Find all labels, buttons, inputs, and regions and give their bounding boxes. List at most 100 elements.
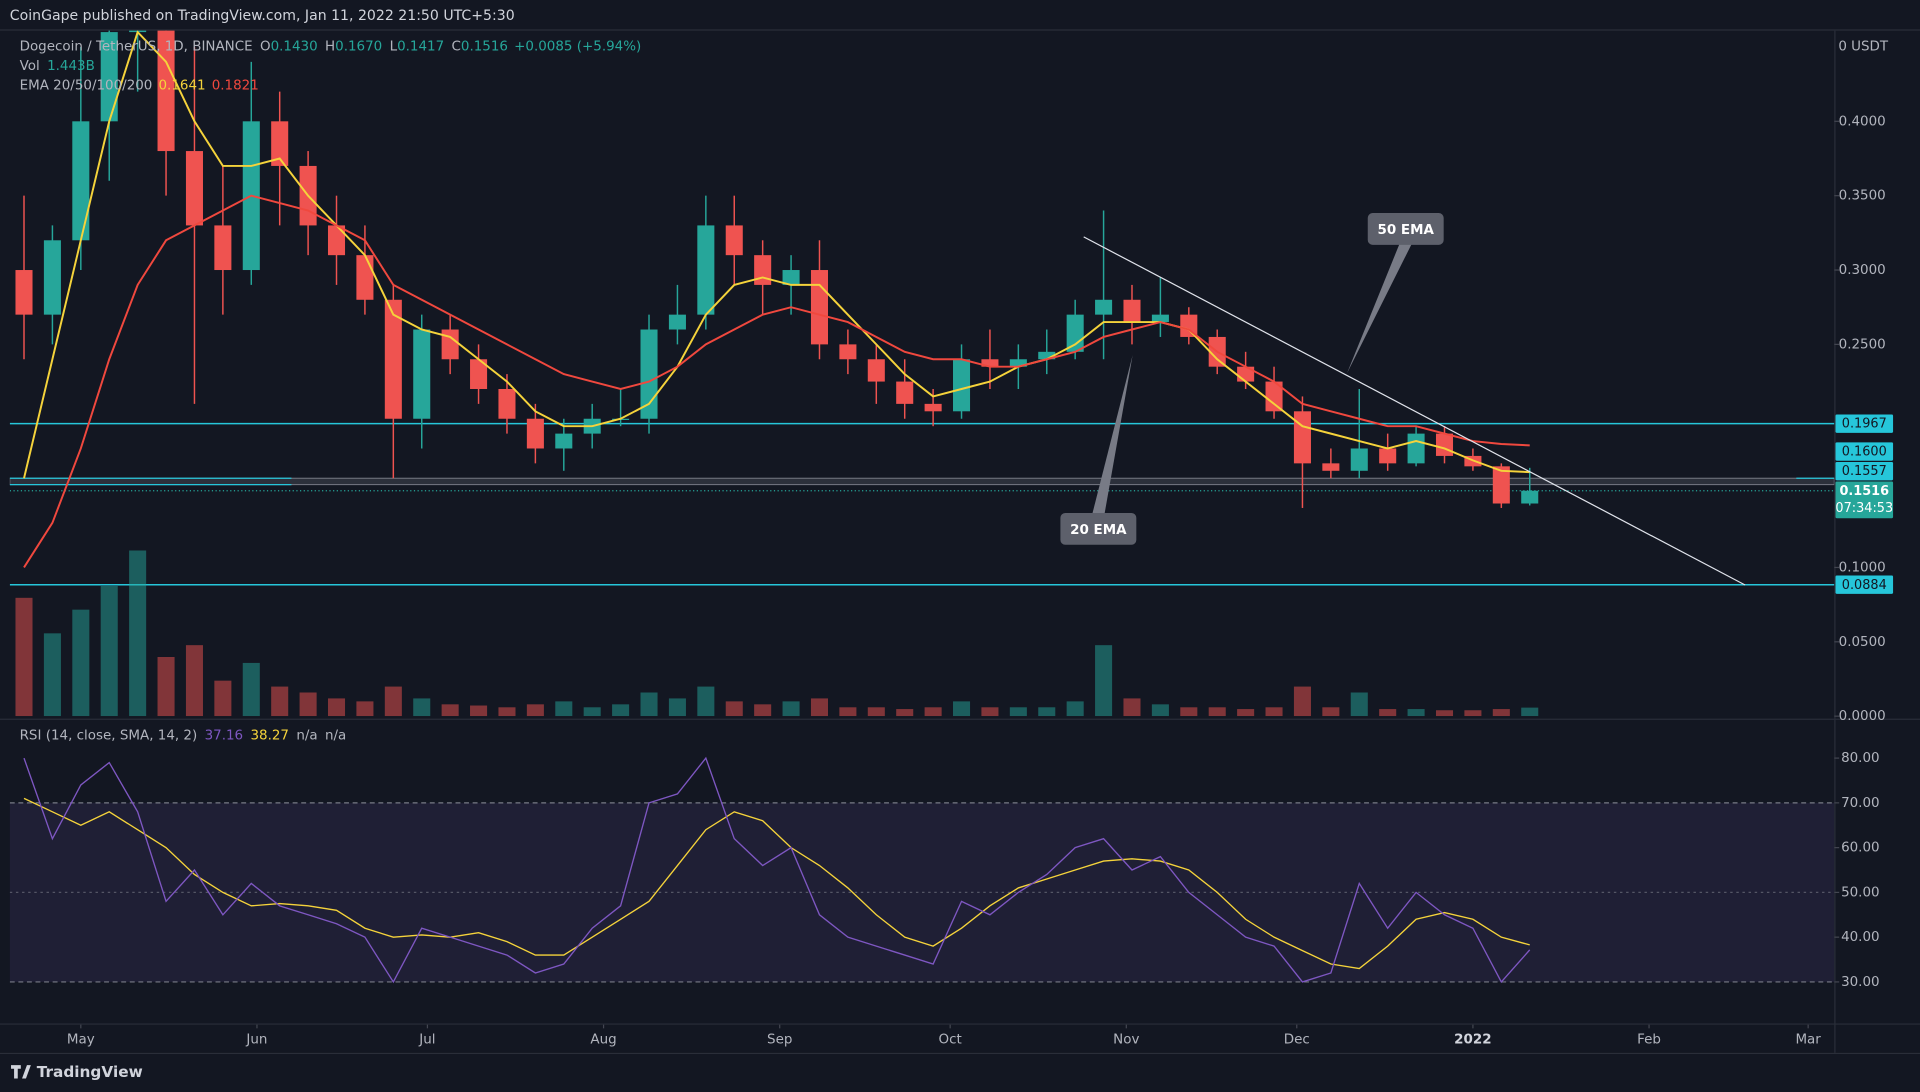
candle-body xyxy=(271,121,289,166)
y-tick-label: 0.1000 xyxy=(1839,560,1886,575)
x-tick-label: Oct xyxy=(939,1032,962,1047)
volume-bar xyxy=(896,709,914,717)
x-tick-label: May xyxy=(67,1032,95,1047)
candle-body xyxy=(43,240,61,315)
volume-bar xyxy=(1123,698,1141,717)
volume-bar xyxy=(1464,710,1482,717)
volume-bar xyxy=(356,701,374,717)
ohlc-value: 0.1430 xyxy=(271,40,318,55)
volume-bar xyxy=(924,707,942,717)
volume-bar xyxy=(1293,686,1311,717)
price-tag xyxy=(1835,481,1894,519)
candle-body xyxy=(526,418,544,449)
volume-bar xyxy=(1379,709,1397,717)
volume-bar xyxy=(668,698,686,717)
candle-body xyxy=(72,121,90,241)
x-tick-label: Mar xyxy=(1795,1032,1821,1047)
ema-value: 0.1821 xyxy=(212,79,259,94)
volume-bar xyxy=(1492,709,1510,717)
footer-logo xyxy=(11,1065,31,1079)
rsi-line xyxy=(23,756,1531,984)
volume-bar xyxy=(1407,709,1425,717)
ema-value: 0.1641 xyxy=(159,79,206,94)
candle-body xyxy=(1521,490,1539,504)
volume-bar xyxy=(384,686,402,717)
volume-bar xyxy=(214,680,232,717)
price-tag xyxy=(1835,575,1894,594)
candle-body xyxy=(413,329,431,419)
volume-bar xyxy=(1095,645,1113,717)
volume-bar xyxy=(1038,707,1056,717)
rsi-title: RSI (14, close, SMA, 14, 2) xyxy=(20,729,198,744)
volume-bar xyxy=(129,550,147,717)
volume-bar xyxy=(470,705,488,717)
volume-bar xyxy=(498,707,516,717)
y-tick-label: 0.3000 xyxy=(1839,263,1886,278)
candle-body xyxy=(1095,299,1113,315)
rsi-value: 38.27 xyxy=(250,729,289,744)
x-tick-label: Feb xyxy=(1637,1032,1661,1047)
y-tick-label: 50.00 xyxy=(1841,885,1880,900)
y-tick-label: 30.00 xyxy=(1841,975,1880,990)
y-tick-label: 60.00 xyxy=(1841,841,1880,856)
candle-body xyxy=(441,329,459,360)
price-tag xyxy=(1835,414,1894,433)
x-tick-label: Jun xyxy=(245,1032,267,1047)
ohlc-label: H xyxy=(325,40,335,55)
volume-bar xyxy=(43,633,61,717)
candle-body xyxy=(555,433,573,449)
volume-bar xyxy=(782,701,800,717)
annotation-box xyxy=(1367,213,1444,245)
price-tag-label: 0.1557 xyxy=(1842,464,1887,479)
price-tag-label: 0.1967 xyxy=(1842,417,1887,432)
candle-body xyxy=(498,389,516,419)
ema-line xyxy=(23,30,1530,479)
volume-bar xyxy=(327,698,346,717)
candle-body xyxy=(470,359,488,390)
rsi-extra: n/a xyxy=(296,729,317,744)
volume-bar xyxy=(583,707,601,717)
volume-bar xyxy=(526,704,544,717)
volume-bar xyxy=(1350,692,1368,717)
candle-body xyxy=(100,32,118,122)
candle-body xyxy=(1407,433,1425,464)
x-tick-label: Sep xyxy=(767,1032,792,1047)
legend-volume: Vol 1.443B xyxy=(20,59,95,74)
volume-bar xyxy=(441,704,459,717)
candle-body xyxy=(839,344,857,360)
volume-bar xyxy=(1009,707,1027,717)
price-pane xyxy=(9,30,1835,717)
ohlc-value: 0.1417 xyxy=(397,40,444,55)
volume-bar xyxy=(100,585,118,717)
ohlc-label: C xyxy=(452,40,461,55)
legend-ema: EMA 20/50/100/200 0.1641 0.1821 xyxy=(20,79,259,94)
ohlc-label: L xyxy=(390,40,398,55)
volume-bar xyxy=(725,701,743,717)
price-unit: 0 USDT xyxy=(1838,40,1889,55)
volume-bar xyxy=(640,692,658,717)
candle-body xyxy=(867,359,885,382)
price-tag-label: 0.1600 xyxy=(1842,445,1887,460)
volume-bar xyxy=(810,698,829,717)
volume-bar xyxy=(1265,707,1283,717)
candle-body xyxy=(640,329,658,419)
ema-label: EMA 20/50/100/200 xyxy=(20,79,153,94)
volume-bar xyxy=(299,692,317,717)
support-zone xyxy=(9,477,1835,486)
price-tag xyxy=(1835,442,1894,461)
candle-body xyxy=(384,299,402,419)
rsi-value: 37.16 xyxy=(205,729,244,744)
volume-bar xyxy=(555,701,573,717)
ohlc-label: O xyxy=(260,40,271,55)
y-tick-label: 0.0000 xyxy=(1839,709,1886,724)
candle-body xyxy=(697,225,715,315)
candle-body xyxy=(1492,466,1510,504)
countdown: 07:34:53 xyxy=(1835,501,1893,516)
candle-body xyxy=(754,255,772,285)
volume-bar xyxy=(981,707,999,717)
price-tag-label: 0.1516 xyxy=(1839,484,1889,499)
annotation-box xyxy=(1060,512,1137,545)
ema-line xyxy=(23,194,1530,568)
